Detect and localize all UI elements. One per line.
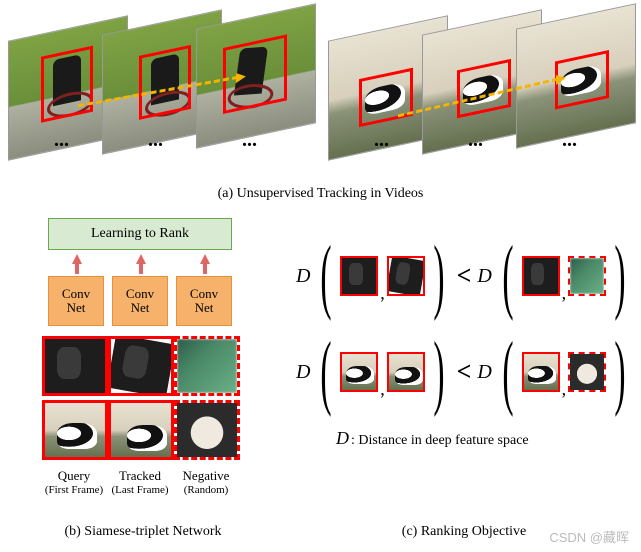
thumb-content bbox=[45, 339, 105, 393]
inequality-row-1: D ( , ) < D ( , ) bbox=[294, 232, 634, 320]
learning-to-rank-box: Learning to Rank bbox=[48, 218, 232, 250]
distance-legend: D: Distance in deep feature space bbox=[334, 428, 529, 449]
video-frame bbox=[196, 3, 316, 149]
distance-symbol: D bbox=[477, 361, 491, 384]
thumb-neg-green bbox=[568, 256, 606, 296]
ellipsis: ... bbox=[54, 129, 69, 152]
ellipsis: ... bbox=[242, 129, 257, 152]
thumb-subject bbox=[346, 366, 374, 384]
conv-label: Net bbox=[131, 301, 150, 315]
col-sub: (Random) bbox=[166, 484, 246, 496]
patch-negative-green bbox=[174, 336, 240, 396]
thumb-content bbox=[570, 354, 604, 390]
comma: , bbox=[380, 379, 385, 416]
convnet-box: Conv Net bbox=[112, 276, 168, 326]
arrow-up-icon bbox=[136, 254, 146, 264]
caption-b: (b) Siamese-triplet Network bbox=[8, 524, 278, 540]
paren-close: ) bbox=[433, 334, 444, 410]
distance-symbol: D bbox=[477, 265, 491, 288]
thumb-dog-t bbox=[387, 352, 425, 392]
thumb-content bbox=[570, 258, 604, 294]
patch-negative-cat bbox=[174, 400, 240, 460]
thumb-dog-q bbox=[340, 352, 378, 392]
paren-open: ( bbox=[502, 334, 513, 410]
patch-tracked-dog bbox=[108, 400, 174, 460]
distance-symbol: D bbox=[296, 265, 310, 288]
paren-open: ( bbox=[321, 238, 332, 314]
ellipsis: ... bbox=[374, 129, 389, 152]
distance-symbol: D bbox=[296, 361, 310, 384]
panel-b-network: Learning to Rank Conv Net Conv Net Conv … bbox=[8, 218, 278, 518]
convnet-box: Conv Net bbox=[176, 276, 232, 326]
patch-tracked-cyclist bbox=[108, 336, 174, 396]
thumb-content bbox=[342, 258, 376, 294]
patch-query-dog bbox=[42, 400, 108, 460]
bounding-box bbox=[41, 46, 93, 123]
distance-symbol: D bbox=[336, 428, 349, 448]
legend-text: : Distance in deep feature space bbox=[351, 433, 529, 448]
less-than-symbol: < bbox=[457, 357, 472, 387]
conv-label: Net bbox=[195, 301, 214, 315]
inequality-row-2: D ( , ) < D ( , ) bbox=[294, 328, 634, 416]
comma: , bbox=[562, 283, 567, 320]
video-frame bbox=[516, 3, 636, 149]
thumb-content bbox=[108, 336, 174, 396]
thumb-content bbox=[387, 256, 425, 296]
thumb-content bbox=[177, 403, 237, 457]
paren-close: ) bbox=[433, 238, 444, 314]
paren-close: ) bbox=[614, 238, 625, 314]
conv-label: Conv bbox=[190, 287, 218, 301]
ellipsis: ... bbox=[562, 129, 577, 152]
arrow-up-icon bbox=[200, 254, 210, 264]
panel-c-ranking: D ( , ) < D ( , ) D ( , ) < D ( , ) D: D… bbox=[294, 228, 634, 510]
convnet-box: Conv Net bbox=[48, 276, 104, 326]
thumb-content bbox=[524, 258, 558, 294]
col-title: Query bbox=[58, 468, 91, 483]
thumb-cyclist-q bbox=[340, 256, 378, 296]
bounding-box bbox=[223, 34, 287, 114]
thumb-cyclist-t bbox=[387, 256, 425, 296]
thumb-subject bbox=[395, 367, 423, 385]
thumb-neg-cat bbox=[568, 352, 606, 392]
paren-open: ( bbox=[502, 238, 513, 314]
video-sequence-cyclist: ... ... ... bbox=[8, 4, 318, 152]
bounding-box bbox=[139, 45, 191, 120]
conv-label: Net bbox=[67, 301, 86, 315]
comma: , bbox=[562, 379, 567, 416]
column-label-negative: Negative (Random) bbox=[166, 468, 246, 496]
comma: , bbox=[380, 283, 385, 320]
patch-query-cyclist bbox=[42, 336, 108, 396]
arrow-up-icon bbox=[72, 254, 82, 264]
thumb-cyclist-q bbox=[522, 256, 560, 296]
ellipsis: ... bbox=[468, 129, 483, 152]
thumb-subject bbox=[528, 366, 556, 384]
panel-a-tracking: ... ... ... ... ... ... bbox=[8, 4, 634, 182]
conv-label: Conv bbox=[126, 287, 154, 301]
paren-close: ) bbox=[614, 334, 625, 410]
thumb-subject bbox=[127, 425, 167, 451]
less-than-symbol: < bbox=[457, 261, 472, 291]
col-title: Negative bbox=[183, 468, 230, 483]
conv-label: Conv bbox=[62, 287, 90, 301]
caption-a: (a) Unsupervised Tracking in Videos bbox=[0, 186, 641, 202]
thumb-content bbox=[177, 339, 237, 393]
ellipsis: ... bbox=[148, 129, 163, 152]
video-sequence-dog: ... ... ... bbox=[328, 4, 634, 152]
paren-open: ( bbox=[321, 334, 332, 410]
thumb-dog-q bbox=[522, 352, 560, 392]
watermark: CSDN @藏晖 bbox=[549, 527, 629, 546]
thumb-subject bbox=[57, 423, 97, 449]
col-title: Tracked bbox=[119, 468, 161, 483]
